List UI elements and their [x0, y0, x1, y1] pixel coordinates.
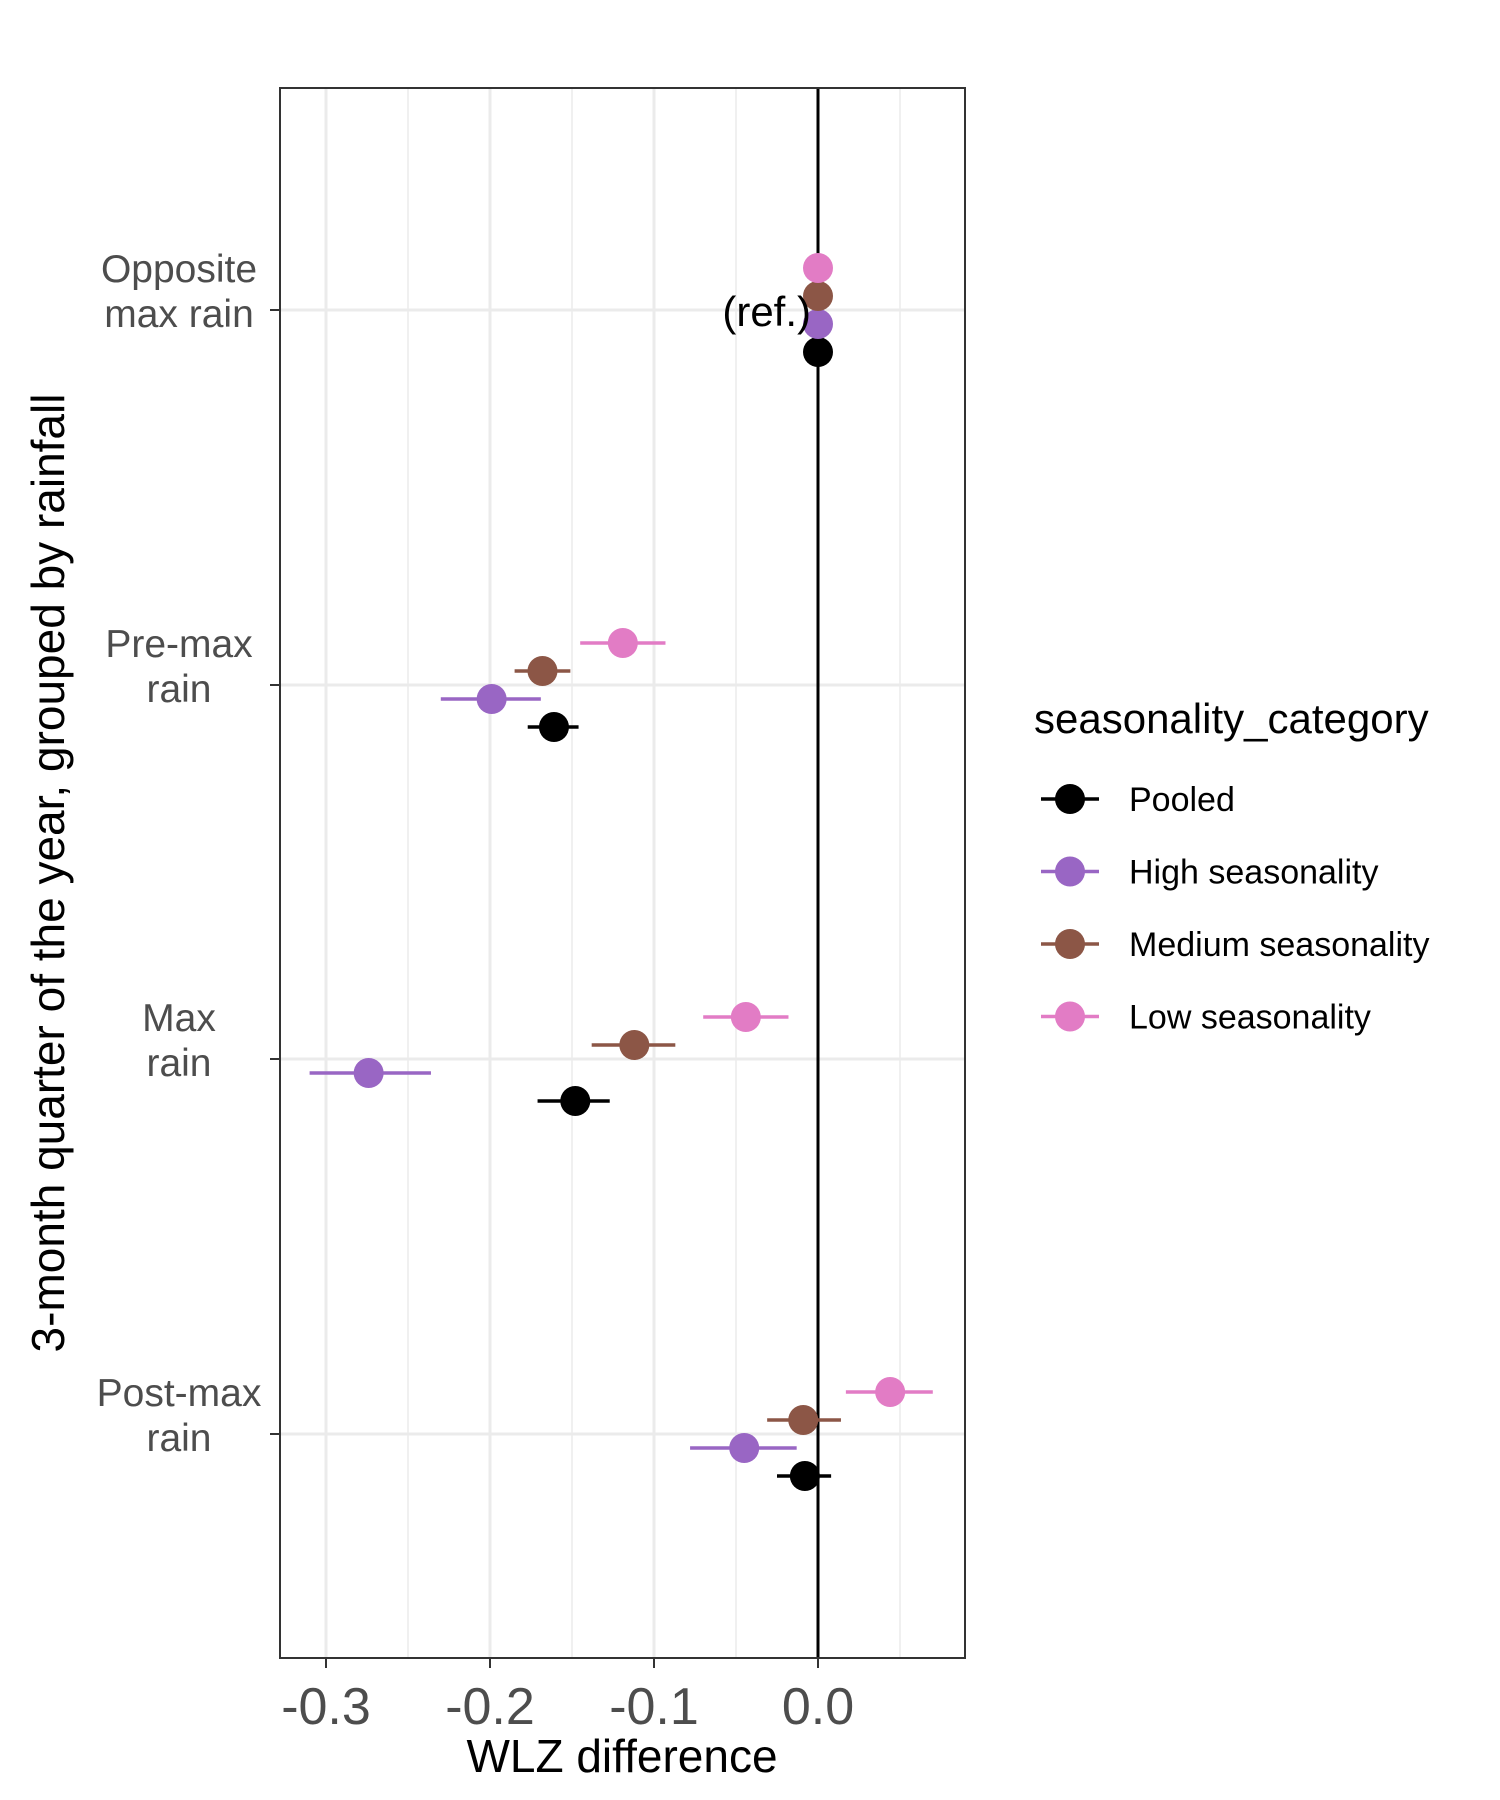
data-point [353, 1058, 384, 1088]
legend-items: Pooled High seasonality Medium seasonality… [1041, 781, 1429, 1037]
data-point [619, 1030, 650, 1060]
data-point [538, 712, 569, 742]
data-point [789, 1461, 820, 1491]
data-point [560, 1086, 591, 1116]
data-point [803, 337, 833, 367]
x-tick-label: -0.1 [609, 1678, 699, 1736]
data-point [803, 253, 833, 283]
plot-panel-border [279, 87, 966, 1659]
reference-annotation: (ref.) [722, 288, 811, 335]
legend-label: Medium seasonality [1129, 926, 1429, 964]
legend-key-dot [1055, 856, 1085, 887]
data-point [607, 628, 638, 658]
data-point [730, 1002, 761, 1032]
x-axis-title: WLZ difference [466, 1730, 777, 1782]
data-point [729, 1433, 760, 1463]
y-tick-label: Opposite max rain [101, 248, 257, 336]
data-point [803, 309, 833, 339]
y-axis-title: 3-month quarter of the year, grouped by … [22, 394, 74, 1353]
y-tick-label: Post-max rain [97, 1372, 262, 1460]
y-tick-label: Pre-max rain [105, 623, 253, 711]
x-tick-label: 0.0 [782, 1678, 854, 1736]
grid-layer [280, 88, 965, 1658]
plot-panel-background [280, 88, 965, 1658]
legend-label: High seasonality [1129, 854, 1378, 892]
marks-layer: (ref.) [309, 253, 933, 1491]
x-tick-label: -0.2 [445, 1678, 535, 1736]
legend-key-dot [1055, 1001, 1085, 1032]
legend-key-dot [1055, 784, 1085, 814]
data-point [527, 656, 558, 686]
y-tick-label: Max rain [142, 997, 216, 1085]
legend-key-dot [1055, 929, 1085, 959]
axis-layer: -0.3 -0.2 -0.1 0.0 Opposite max rain Pre-max ra… [97, 248, 855, 1736]
legend-label: Pooled [1129, 781, 1235, 819]
legend-label: Low seasonality [1129, 999, 1371, 1037]
legend-title: seasonality_category [1034, 695, 1429, 742]
data-point [476, 684, 507, 714]
data-point [788, 1405, 819, 1435]
data-point [875, 1377, 906, 1407]
data-point [803, 281, 833, 311]
legend: seasonality_category Pooled High seasonal… [1034, 695, 1429, 1037]
x-tick-label: -0.3 [281, 1678, 371, 1736]
